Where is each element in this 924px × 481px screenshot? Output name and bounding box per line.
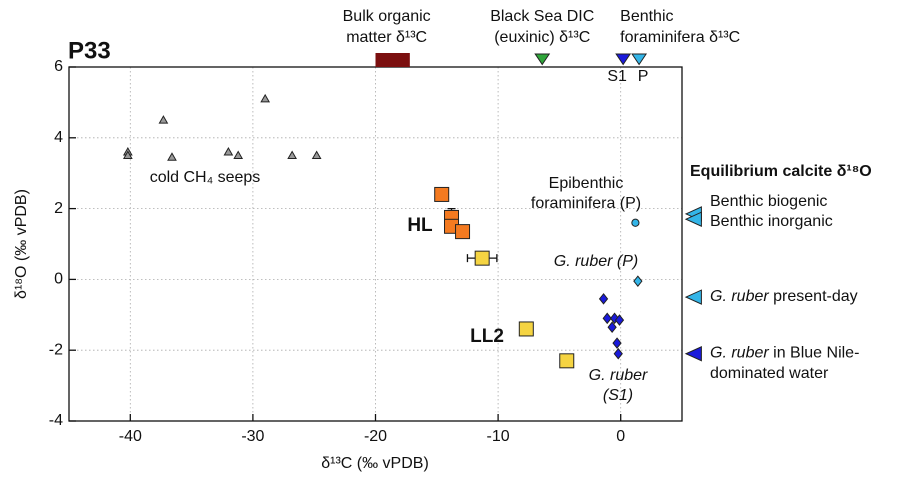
- x-tick-label: -30: [241, 428, 264, 445]
- marker: [631, 218, 640, 227]
- italic-label: G. ruber: [710, 288, 769, 305]
- equilibrium-title: Equilibrium calcite δ¹⁸O: [690, 163, 872, 180]
- top-label: matter δ¹³C: [346, 29, 427, 46]
- chart-title: P33: [68, 37, 111, 64]
- x-tick-label: -20: [364, 428, 387, 445]
- series-label: Epibenthic: [549, 175, 624, 192]
- y-tick-label: 0: [54, 271, 63, 288]
- marker: [602, 312, 612, 325]
- marker: [158, 115, 169, 124]
- series-label: foraminifera (P): [531, 195, 641, 212]
- y-tick-label: -2: [49, 341, 63, 358]
- y-tick-label: 4: [54, 129, 63, 146]
- marker: [518, 321, 534, 337]
- marker: [474, 250, 490, 266]
- series-label: LL2: [470, 326, 504, 347]
- label: Benthic biogenic: [710, 193, 827, 210]
- equilibrium-label: G. ruber in Blue Nile-: [710, 345, 859, 362]
- x-axis-label: δ¹³C (‰ vPDB): [321, 455, 429, 472]
- label: in Blue Nile-: [773, 345, 859, 362]
- marker: [615, 53, 632, 66]
- x-tick-label: -40: [119, 428, 142, 445]
- series-label: cold CH₄ seeps: [150, 169, 261, 186]
- marker: [614, 314, 625, 326]
- label: present-day: [773, 288, 858, 305]
- marker: [684, 211, 702, 227]
- y-tick-label: 2: [54, 200, 63, 217]
- marker: [233, 150, 244, 159]
- marker: [455, 224, 471, 240]
- x-tick-label: 0: [616, 428, 625, 445]
- marker: [260, 93, 271, 103]
- marker: [684, 345, 702, 362]
- marker: [559, 353, 575, 369]
- marker: [311, 150, 322, 159]
- top-label: Black Sea DIC: [490, 8, 594, 25]
- marker: [434, 186, 450, 202]
- series-label: HL: [407, 215, 433, 236]
- italic-label: G. ruber: [710, 345, 769, 362]
- series-label: (S1): [603, 387, 633, 404]
- top-label: foraminifera δ¹³C: [620, 29, 740, 46]
- marker: [684, 289, 702, 305]
- equilibrium-label: G. ruber present-day: [710, 288, 858, 305]
- marker: [534, 53, 551, 66]
- y-axis-label: δ¹⁸O (‰ vPDB): [13, 189, 30, 299]
- marker: [287, 150, 297, 159]
- marker: [223, 146, 234, 156]
- marker: [598, 293, 609, 305]
- x-tick-label: -10: [487, 428, 510, 445]
- equilibrium-label: dominated water: [710, 365, 829, 382]
- marker: [631, 53, 648, 66]
- top-label: (euxinic) δ¹³C: [494, 29, 590, 46]
- series-label: G. ruber (P): [554, 253, 638, 270]
- top-label: Benthic: [620, 8, 673, 25]
- marker: [613, 347, 623, 360]
- top-label: Bulk organic: [343, 8, 431, 25]
- equilibrium-label: Benthic inorganic: [710, 213, 833, 230]
- marker: [633, 275, 643, 287]
- marker: [167, 152, 177, 161]
- marker: [607, 321, 617, 333]
- y-tick-label: -4: [49, 412, 63, 429]
- series-label: G. ruber: [589, 367, 648, 384]
- sub-label: S1: [607, 68, 627, 85]
- marker: [612, 337, 622, 349]
- marker: [122, 150, 133, 159]
- equilibrium-label: Benthic biogenic: [710, 193, 827, 210]
- y-tick-label: 6: [54, 58, 63, 75]
- sub-label: P: [638, 68, 649, 85]
- range-bar: [375, 53, 410, 67]
